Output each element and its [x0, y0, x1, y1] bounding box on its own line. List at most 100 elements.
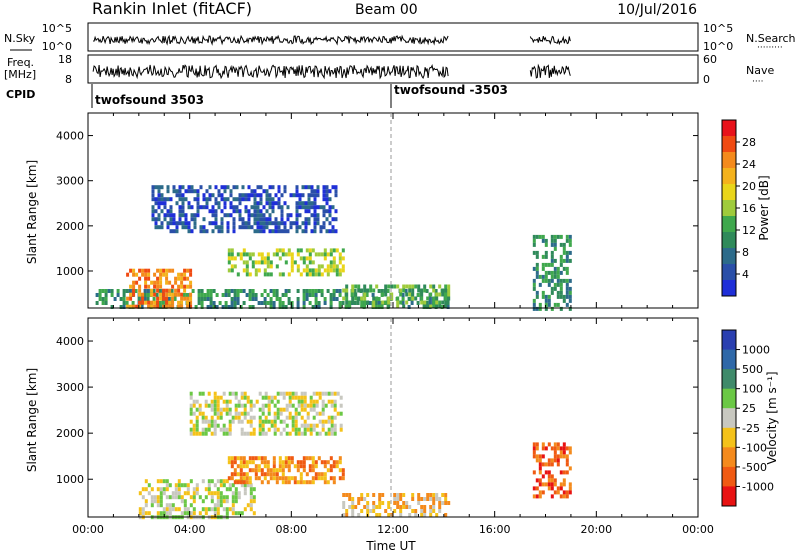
data-cell	[550, 286, 554, 291]
data-cell	[260, 460, 264, 465]
data-cell	[396, 300, 400, 305]
data-cell	[177, 288, 181, 293]
data-cell	[559, 282, 563, 287]
data-cell	[180, 300, 184, 305]
data-cell	[212, 305, 216, 309]
data-cell	[169, 209, 173, 214]
data-cell	[238, 201, 242, 206]
data-cell	[316, 189, 320, 194]
data-cell	[562, 278, 566, 283]
data-cell	[404, 289, 408, 293]
data-cell	[213, 391, 217, 396]
data-cell	[132, 292, 136, 297]
data-cell	[314, 472, 318, 477]
data-cell	[399, 300, 403, 305]
data-cell	[157, 225, 161, 230]
data-cell	[132, 284, 136, 289]
data-cell	[132, 288, 136, 293]
data-cell	[199, 225, 203, 230]
data-cell	[169, 229, 173, 234]
data-cell	[329, 476, 333, 481]
data-cell	[186, 483, 190, 488]
data-cell	[181, 193, 185, 198]
data-cell	[214, 209, 218, 214]
data-cell	[275, 289, 279, 293]
power-xticks	[87, 113, 699, 308]
data-cell	[550, 258, 554, 263]
data-cell	[259, 217, 263, 222]
data-cell	[192, 431, 196, 436]
data-cell	[353, 301, 357, 305]
data-cell	[198, 403, 202, 408]
data-cell	[532, 302, 536, 307]
data-cell	[317, 268, 321, 273]
data-cell	[438, 501, 442, 505]
data-cell	[420, 505, 424, 509]
data-cell	[273, 395, 277, 400]
trace-line	[92, 64, 449, 80]
data-cell	[553, 242, 557, 247]
data-cell	[277, 221, 281, 226]
data-cell	[264, 391, 268, 396]
data-cell	[235, 197, 239, 202]
data-cell	[259, 213, 263, 218]
data-cell	[535, 290, 539, 295]
data-cell	[219, 395, 223, 400]
data-cell	[209, 305, 213, 309]
data-cell	[225, 487, 229, 492]
data-cell	[303, 427, 307, 432]
data-cell	[165, 288, 169, 293]
data-cell	[334, 185, 338, 190]
data-cell	[259, 193, 263, 198]
data-cell	[269, 476, 273, 481]
data-cell	[202, 193, 206, 198]
data-cell	[242, 248, 246, 253]
data-cell	[303, 391, 307, 396]
data-cell	[317, 305, 321, 309]
data-cell	[242, 464, 246, 469]
data-cell	[287, 301, 291, 305]
data-cell	[306, 423, 310, 428]
data-cell	[285, 423, 289, 428]
data-cell	[266, 264, 270, 269]
data-cell	[294, 419, 298, 424]
data-cell	[372, 300, 376, 305]
data-cell	[168, 511, 172, 516]
data-cell	[201, 419, 205, 424]
data-cell	[165, 507, 169, 512]
data-cell	[318, 419, 322, 424]
data-cell	[144, 499, 148, 504]
data-cell	[319, 205, 323, 210]
data-cell	[425, 289, 429, 293]
data-cell	[268, 213, 272, 218]
data-cell	[544, 270, 548, 275]
data-cell	[327, 415, 331, 420]
data-cell	[171, 507, 175, 512]
data-cell	[538, 490, 542, 495]
data-cell	[325, 185, 329, 190]
data-cell	[251, 456, 255, 461]
data-cell	[122, 297, 126, 301]
data-cell	[288, 415, 292, 420]
data-cell	[231, 415, 235, 420]
data-cell	[284, 260, 288, 265]
data-cell	[268, 193, 272, 198]
data-cell	[243, 415, 247, 420]
data-cell	[283, 221, 287, 226]
data-cell	[326, 480, 330, 485]
y-tick-label: 4000	[56, 130, 84, 143]
data-cell	[153, 280, 157, 285]
data-cell	[216, 511, 220, 516]
data-cell	[332, 256, 336, 261]
data-cell	[135, 280, 139, 285]
data-cell	[287, 460, 291, 465]
data-cell	[363, 284, 367, 289]
data-cell	[104, 297, 108, 301]
data-cell	[328, 213, 332, 218]
data-cell	[204, 419, 208, 424]
data-cell	[183, 284, 187, 289]
data-cell	[317, 272, 321, 277]
data-cell	[259, 229, 263, 234]
